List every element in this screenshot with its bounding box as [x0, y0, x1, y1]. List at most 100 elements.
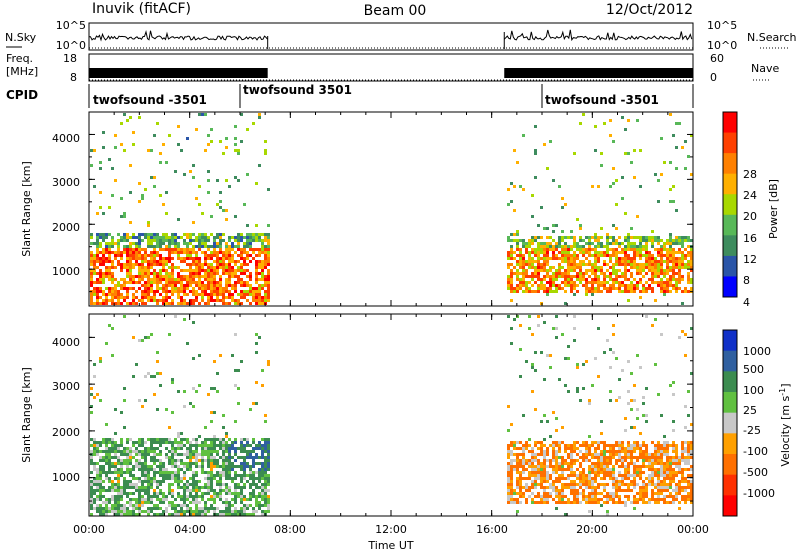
- velocity-cell: [216, 444, 219, 447]
- velocity-cell: [651, 462, 654, 465]
- velocity-cell: [567, 498, 570, 501]
- power-cell: [672, 239, 675, 242]
- power-cell: [96, 290, 99, 293]
- power-cell: [618, 245, 621, 248]
- power-cell: [201, 239, 204, 242]
- velocity-cell: [642, 402, 645, 405]
- power-cell: [549, 284, 552, 287]
- velocity-cell: [120, 450, 123, 453]
- power-cell: [165, 272, 168, 275]
- power-cell: [519, 239, 522, 242]
- velocity-cell: [576, 441, 579, 444]
- velocity-cell: [633, 486, 636, 489]
- velocity-cell: [645, 414, 648, 417]
- beam-title: Beam 00: [364, 3, 427, 19]
- velocity-cell: [105, 504, 108, 507]
- power-cell: [660, 245, 663, 248]
- velocity-cell: [246, 456, 249, 459]
- power-cell: [141, 278, 144, 281]
- velocity-cell: [549, 495, 552, 498]
- velocity-cell: [177, 486, 180, 489]
- velocity-cell: [210, 459, 213, 462]
- power-cell: [507, 257, 510, 260]
- velocity-cell: [219, 354, 222, 357]
- power-cell: [174, 245, 177, 248]
- velocity-cell: [609, 366, 612, 369]
- power-cell: [510, 299, 513, 302]
- velocity-cell: [618, 498, 621, 501]
- power-cell: [102, 131, 105, 134]
- velocity-cell: [627, 474, 630, 477]
- power-cell: [255, 287, 258, 290]
- velocity-cell: [543, 444, 546, 447]
- velocity-cell: [603, 471, 606, 474]
- power-cell: [570, 263, 573, 266]
- velocity-cell: [564, 459, 567, 462]
- velocity-cell: [93, 498, 96, 501]
- power-cell: [249, 275, 252, 278]
- power-cell: [267, 272, 270, 275]
- velocity-cell: [126, 459, 129, 462]
- velocity-cell: [594, 465, 597, 468]
- power-cell: [603, 278, 606, 281]
- velocity-cell: [543, 459, 546, 462]
- power-cell: [198, 203, 201, 206]
- power-cell: [594, 260, 597, 263]
- velocity-cell: [531, 363, 534, 366]
- power-cell: [132, 257, 135, 260]
- velocity-cell: [633, 384, 636, 387]
- power-cell: [267, 296, 270, 299]
- power-cell: [201, 290, 204, 293]
- velocity-cell: [585, 483, 588, 486]
- power-cell: [153, 239, 156, 242]
- power-cell: [219, 245, 222, 248]
- power-cell: [246, 254, 249, 257]
- power-cell: [183, 293, 186, 296]
- velocity-cell: [663, 450, 666, 453]
- power-cell: [627, 248, 630, 251]
- power-cell: [147, 281, 150, 284]
- power-cell: [189, 281, 192, 284]
- velocity-cell: [93, 441, 96, 444]
- power-cell: [561, 275, 564, 278]
- velocity-cell: [174, 504, 177, 507]
- velocity-cell: [585, 477, 588, 480]
- velocity-cell: [606, 459, 609, 462]
- power-cell: [654, 275, 657, 278]
- power-cell: [207, 269, 210, 272]
- power-cell: [177, 248, 180, 251]
- velocity-cell: [507, 315, 510, 318]
- velocity-cell: [249, 453, 252, 456]
- velocity-cell: [171, 462, 174, 465]
- velocity-cell: [684, 333, 687, 336]
- velocity-cell: [141, 465, 144, 468]
- power-cell: [642, 284, 645, 287]
- power-cell: [585, 290, 588, 293]
- velocity-cell: [633, 477, 636, 480]
- velocity-cell: [663, 480, 666, 483]
- velocity-cell: [240, 441, 243, 444]
- velocity-cell: [207, 483, 210, 486]
- velocity-cell: [651, 441, 654, 444]
- velocity-cell: [129, 483, 132, 486]
- power-cell: [126, 260, 129, 263]
- velocity-cell: [687, 456, 690, 459]
- velocity-cell: [243, 510, 246, 513]
- velocity-cell: [591, 471, 594, 474]
- velocity-cell: [222, 471, 225, 474]
- velocity-cell: [249, 471, 252, 474]
- velocity-cell: [123, 447, 126, 450]
- velocity-cell: [651, 459, 654, 462]
- velocity-cell: [636, 471, 639, 474]
- velocity-cell: [570, 501, 573, 504]
- velocity-cell: [660, 498, 663, 501]
- power-cell: [660, 260, 663, 263]
- power-cell: [213, 290, 216, 293]
- velocity-cell: [582, 477, 585, 480]
- power-cell: [159, 269, 162, 272]
- power-cell: [201, 113, 204, 116]
- velocity-cell: [606, 498, 609, 501]
- velocity-cell: [654, 456, 657, 459]
- power-cell: [645, 245, 648, 248]
- velocity-cell: [105, 510, 108, 513]
